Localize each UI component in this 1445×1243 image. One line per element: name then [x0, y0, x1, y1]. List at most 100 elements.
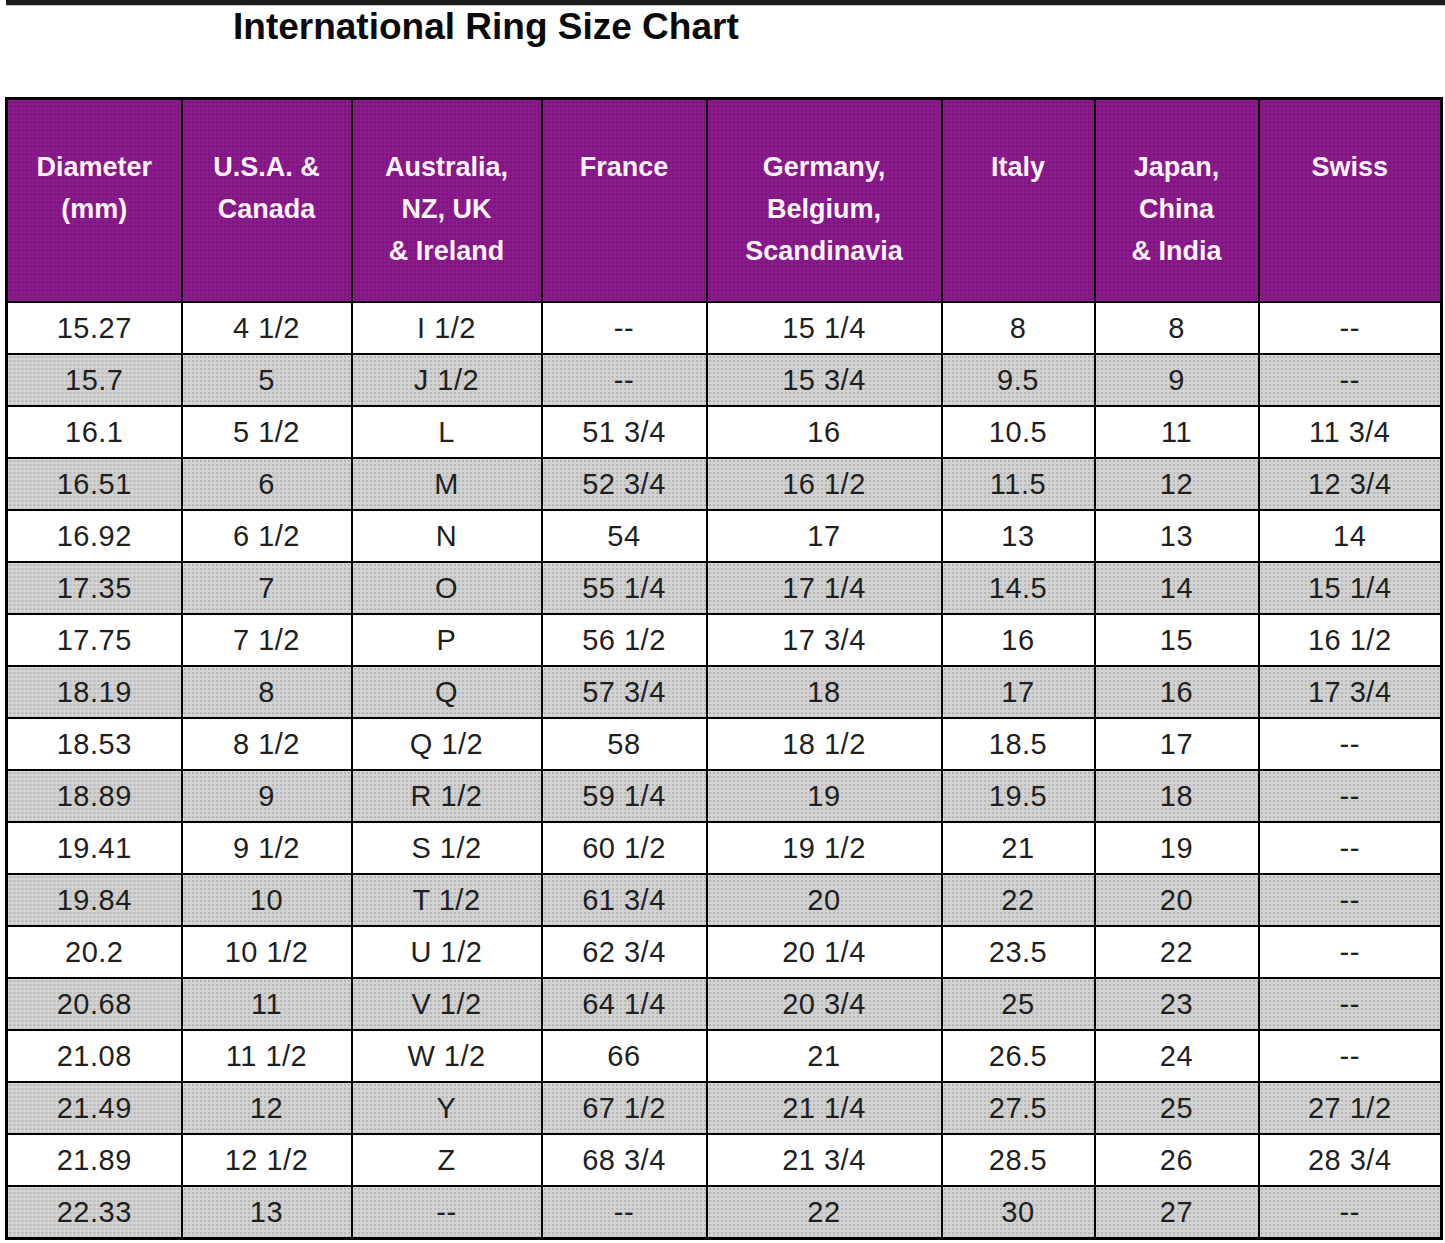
- table-cell: 16: [707, 406, 942, 458]
- table-cell: 20 1/4: [707, 926, 942, 978]
- table-cell: 28 3/4: [1259, 1134, 1442, 1186]
- table-row: 15.274 1/2I 1/2--15 1/488--: [7, 302, 1442, 354]
- column-header: Japan, China & India: [1095, 99, 1259, 303]
- table-cell: 21 3/4: [707, 1134, 942, 1186]
- table-cell: 10.5: [942, 406, 1095, 458]
- table-cell: 19.41: [7, 822, 182, 874]
- table-cell: 17: [707, 510, 942, 562]
- table-cell: 27: [1095, 1186, 1259, 1239]
- table-cell: 6 1/2: [182, 510, 352, 562]
- table-cell: 26.5: [942, 1030, 1095, 1082]
- table-cell: 51 3/4: [542, 406, 707, 458]
- table-cell: --: [1259, 874, 1442, 926]
- table-row: 21.4912Y67 1/221 1/427.52527 1/2: [7, 1082, 1442, 1134]
- table-cell: 9 1/2: [182, 822, 352, 874]
- table-cell: W 1/2: [352, 1030, 542, 1082]
- table-cell: M: [352, 458, 542, 510]
- table-cell: --: [1259, 1030, 1442, 1082]
- table-cell: 18.53: [7, 718, 182, 770]
- table-row: 16.15 1/2L51 3/41610.51111 3/4: [7, 406, 1442, 458]
- table-cell: 27 1/2: [1259, 1082, 1442, 1134]
- table-cell: 18.5: [942, 718, 1095, 770]
- table-row: 18.538 1/2Q 1/25818 1/218.517--: [7, 718, 1442, 770]
- table-cell: I 1/2: [352, 302, 542, 354]
- column-header: Diameter (mm): [7, 99, 182, 303]
- table-cell: 21.08: [7, 1030, 182, 1082]
- table-row: 16.926 1/2N5417131314: [7, 510, 1442, 562]
- table-row: 21.8912 1/2Z68 3/421 3/428.52628 3/4: [7, 1134, 1442, 1186]
- table-cell: 14.5: [942, 562, 1095, 614]
- table-cell: 21 1/4: [707, 1082, 942, 1134]
- table-cell: 16.51: [7, 458, 182, 510]
- table-cell: 62 3/4: [542, 926, 707, 978]
- table-cell: --: [542, 354, 707, 406]
- table-cell: 4 1/2: [182, 302, 352, 354]
- table-cell: P: [352, 614, 542, 666]
- table-cell: 8: [942, 302, 1095, 354]
- table-row: 18.899R 1/259 1/41919.518--: [7, 770, 1442, 822]
- table-cell: 21: [942, 822, 1095, 874]
- table-row: 22.3313----223027--: [7, 1186, 1442, 1239]
- table-row: 15.75J 1/2--15 3/49.59--: [7, 354, 1442, 406]
- table-cell: 55 1/4: [542, 562, 707, 614]
- table-cell: 17 3/4: [1259, 666, 1442, 718]
- table-cell: 60 1/2: [542, 822, 707, 874]
- table-cell: 30: [942, 1186, 1095, 1239]
- table-cell: 64 1/4: [542, 978, 707, 1030]
- table-cell: 11: [182, 978, 352, 1030]
- table-cell: 19.5: [942, 770, 1095, 822]
- table-cell: J 1/2: [352, 354, 542, 406]
- table-cell: 68 3/4: [542, 1134, 707, 1186]
- table-cell: 67 1/2: [542, 1082, 707, 1134]
- table-cell: 22: [1095, 926, 1259, 978]
- table-cell: 25: [942, 978, 1095, 1030]
- table-cell: 66: [542, 1030, 707, 1082]
- table-cell: --: [1259, 302, 1442, 354]
- table-cell: 11.5: [942, 458, 1095, 510]
- table-cell: 11: [1095, 406, 1259, 458]
- table-cell: --: [1259, 926, 1442, 978]
- table-cell: 16: [1095, 666, 1259, 718]
- table-cell: 56 1/2: [542, 614, 707, 666]
- table-cell: 13: [942, 510, 1095, 562]
- table-cell: 8 1/2: [182, 718, 352, 770]
- table-cell: --: [1259, 770, 1442, 822]
- table-cell: --: [1259, 1186, 1442, 1239]
- table-cell: Z: [352, 1134, 542, 1186]
- table-cell: 14: [1259, 510, 1442, 562]
- table-cell: 22: [942, 874, 1095, 926]
- table-row: 19.8410T 1/261 3/4202220--: [7, 874, 1442, 926]
- table-cell: 16 1/2: [1259, 614, 1442, 666]
- table-cell: 26: [1095, 1134, 1259, 1186]
- table-cell: 15 1/4: [707, 302, 942, 354]
- table-cell: T 1/2: [352, 874, 542, 926]
- column-header: Swiss: [1259, 99, 1442, 303]
- table-cell: 18.19: [7, 666, 182, 718]
- table-cell: 11 3/4: [1259, 406, 1442, 458]
- table-cell: 12: [182, 1082, 352, 1134]
- table-cell: 23.5: [942, 926, 1095, 978]
- table-cell: 23: [1095, 978, 1259, 1030]
- table-cell: 10: [182, 874, 352, 926]
- table-cell: 15: [1095, 614, 1259, 666]
- table-cell: 6: [182, 458, 352, 510]
- table-cell: 22: [707, 1186, 942, 1239]
- table-cell: 20: [707, 874, 942, 926]
- table-cell: 13: [182, 1186, 352, 1239]
- table-cell: 8: [182, 666, 352, 718]
- page-title: International Ring Size Chart: [233, 6, 739, 48]
- table-cell: 22.33: [7, 1186, 182, 1239]
- table-cell: 9: [1095, 354, 1259, 406]
- table-cell: N: [352, 510, 542, 562]
- table-cell: 18 1/2: [707, 718, 942, 770]
- column-header: U.S.A. & Canada: [182, 99, 352, 303]
- table-cell: 15 3/4: [707, 354, 942, 406]
- table-cell: 20: [1095, 874, 1259, 926]
- table-row: 17.757 1/2P56 1/217 3/4161516 1/2: [7, 614, 1442, 666]
- table-cell: 27.5: [942, 1082, 1095, 1134]
- table-cell: O: [352, 562, 542, 614]
- table-cell: 10 1/2: [182, 926, 352, 978]
- table-cell: 24: [1095, 1030, 1259, 1082]
- table-cell: Y: [352, 1082, 542, 1134]
- table-cell: 17 1/4: [707, 562, 942, 614]
